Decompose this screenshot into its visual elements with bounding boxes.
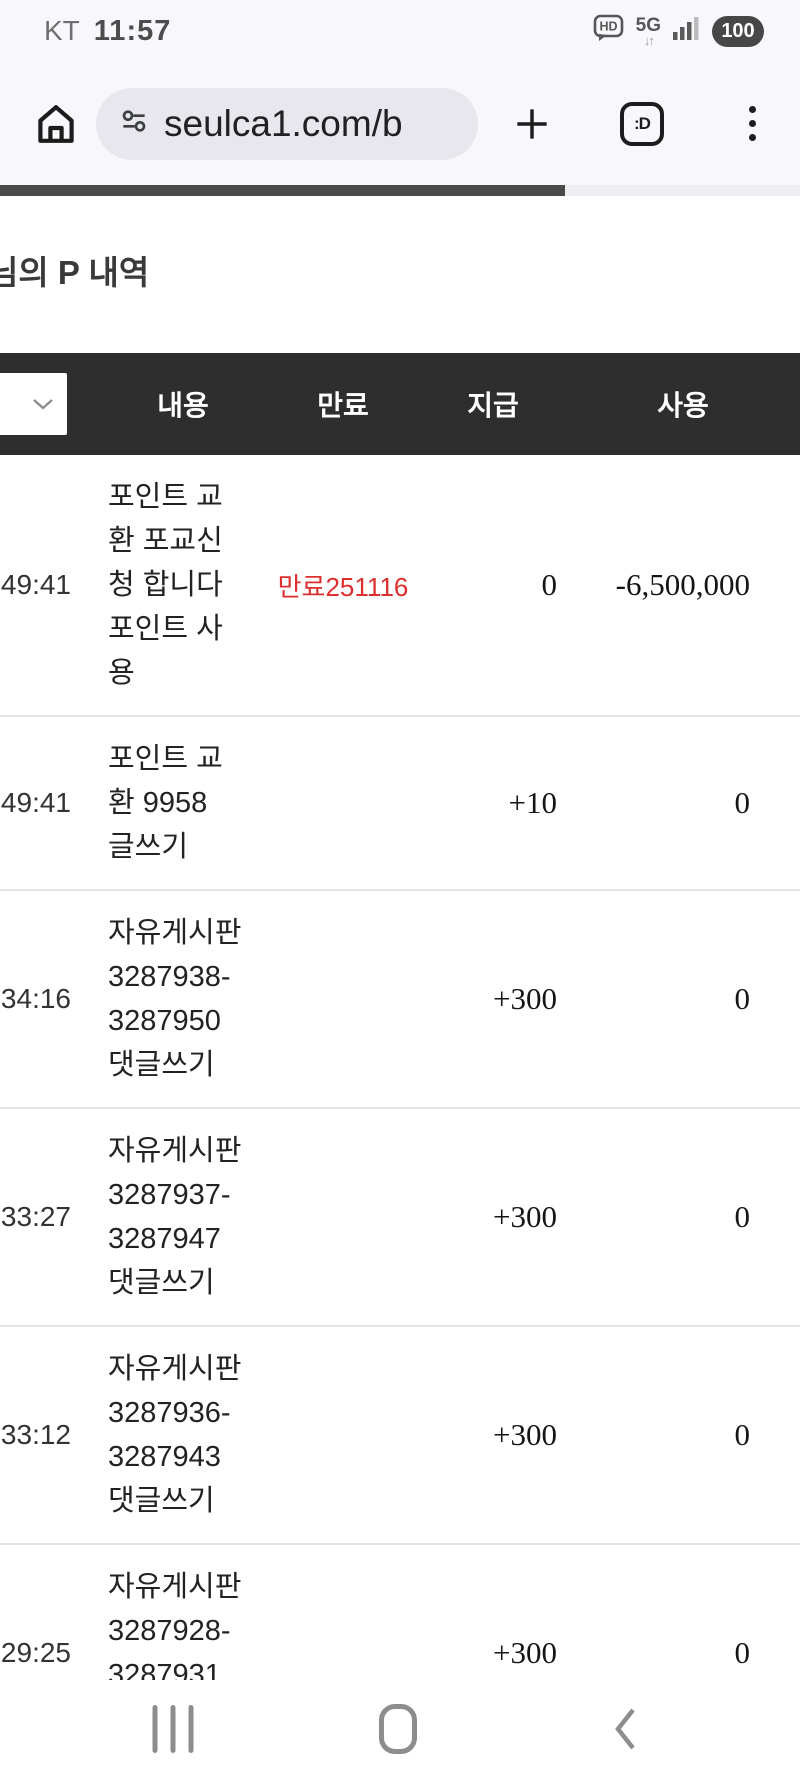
row-use: -6,500,000 bbox=[615, 567, 750, 602]
row-time: 34:16 bbox=[0, 983, 71, 1014]
row-content: 자유게시판 3287937- 3287947 댓글쓰기 bbox=[108, 1135, 242, 1299]
tab-switcher-button[interactable]: :D bbox=[620, 101, 664, 146]
row-content: 포인트 교 환 포교신 청 합니다 포인트 사 용 bbox=[108, 481, 223, 689]
table-row: 34:16 자유게시판 3287938- 3287950 댓글쓰기 +300 0 bbox=[0, 890, 800, 1108]
menu-dot bbox=[748, 106, 756, 113]
signal-strength-icon bbox=[673, 15, 700, 47]
svg-text:HD: HD bbox=[599, 20, 617, 34]
row-expiry: 만료251116 bbox=[277, 571, 409, 602]
row-use: 0 bbox=[734, 785, 751, 820]
browser-menu-button[interactable] bbox=[740, 102, 764, 146]
back-chevron-icon bbox=[615, 1708, 635, 1750]
chevron-down-icon bbox=[33, 399, 53, 410]
page-load-progress-fill bbox=[0, 185, 565, 196]
row-expiry bbox=[258, 890, 428, 1108]
row-use: 0 bbox=[734, 1635, 751, 1670]
page-load-progress-track bbox=[0, 185, 800, 196]
row-time: 33:12 bbox=[0, 1419, 71, 1450]
table-row: 33:12 자유게시판 3287936- 3287943 댓글쓰기 +300 0 bbox=[0, 1326, 800, 1544]
plus-icon bbox=[517, 108, 547, 139]
filter-column-header bbox=[0, 353, 72, 455]
tab-count-label: :D bbox=[634, 113, 651, 133]
browser-home-button[interactable] bbox=[32, 100, 80, 148]
status-icons: HD 5G ↓↑ 100 bbox=[593, 14, 764, 48]
table-row: 49:41 포인트 교 환 9958 글쓰기 +10 0 bbox=[0, 716, 800, 890]
row-time: 49:41 bbox=[0, 569, 71, 600]
status-bar: KT 11:57 HD 5G ↓↑ bbox=[0, 0, 800, 62]
points-history-table: 내용 만료 지급 사용 49:41 포인트 교 환 포교신 청 합니다 포인트 … bbox=[0, 353, 800, 1763]
filter-dropdown[interactable] bbox=[0, 373, 67, 435]
row-grant: +300 bbox=[493, 1199, 557, 1234]
recent-apps-button[interactable] bbox=[152, 1705, 194, 1753]
expiry-column-header: 만료 bbox=[258, 353, 428, 455]
recents-icon bbox=[170, 1705, 176, 1753]
row-time: 29:25 bbox=[0, 1637, 71, 1668]
row-use: 0 bbox=[734, 1417, 751, 1452]
menu-dot bbox=[748, 120, 756, 127]
hd-call-icon: HD bbox=[593, 14, 624, 48]
site-settings-icon[interactable] bbox=[118, 105, 150, 142]
menu-dot bbox=[748, 134, 756, 141]
use-column-header: 사용 bbox=[558, 353, 800, 455]
new-tab-button[interactable] bbox=[510, 102, 554, 146]
status-clock: 11:57 bbox=[93, 14, 172, 47]
battery-percent: 100 bbox=[721, 19, 755, 42]
row-grant: +300 bbox=[493, 981, 557, 1016]
battery-indicator: 100 bbox=[712, 15, 764, 47]
home-icon bbox=[38, 104, 74, 143]
row-use: 0 bbox=[734, 1199, 751, 1234]
table-header-row: 내용 만료 지급 사용 bbox=[0, 353, 800, 455]
android-back-button[interactable] bbox=[611, 1705, 639, 1753]
row-expiry bbox=[258, 1108, 428, 1326]
url-text: seulca1.com/b bbox=[164, 102, 403, 144]
row-content: 포인트 교 환 9958 글쓰기 bbox=[108, 743, 223, 863]
url-address-bar[interactable]: seulca1.com/b bbox=[96, 87, 478, 160]
android-nav-bar bbox=[0, 1680, 800, 1778]
row-grant: 0 bbox=[541, 567, 558, 602]
android-home-button[interactable] bbox=[379, 1704, 417, 1754]
row-content: 자유게시판 3287938- 3287950 댓글쓰기 bbox=[108, 917, 242, 1081]
grant-column-header: 지급 bbox=[428, 353, 558, 455]
row-grant: +10 bbox=[508, 785, 557, 820]
table-row: 49:41 포인트 교 환 포교신 청 합니다 포인트 사 용 만료251116… bbox=[0, 455, 800, 716]
row-time: 49:41 bbox=[0, 787, 71, 818]
browser-toolbar: seulca1.com/b :D bbox=[0, 62, 800, 185]
carrier-label: KT bbox=[44, 15, 80, 46]
row-content: 자유게시판 3287936- 3287943 댓글쓰기 bbox=[108, 1353, 242, 1517]
points-history-table-wrap: 내용 만료 지급 사용 49:41 포인트 교 환 포교신 청 합니다 포인트 … bbox=[0, 353, 800, 1763]
browser-chrome: KT 11:57 HD 5G ↓↑ bbox=[0, 0, 800, 196]
content-column-header: 내용 bbox=[72, 353, 258, 455]
recents-icon bbox=[188, 1705, 194, 1753]
page-title: 님의 P 내역 bbox=[0, 254, 150, 291]
row-use: 0 bbox=[734, 981, 751, 1016]
page-header: 님의 P 내역 bbox=[0, 196, 800, 353]
5g-network-icon: 5G ↓↑ bbox=[635, 14, 661, 48]
row-grant: +300 bbox=[493, 1417, 557, 1452]
row-expiry bbox=[258, 1326, 428, 1544]
row-grant: +300 bbox=[493, 1635, 557, 1670]
recents-icon bbox=[152, 1705, 158, 1753]
row-expiry bbox=[258, 716, 428, 890]
table-row: 33:27 자유게시판 3287937- 3287947 댓글쓰기 +300 0 bbox=[0, 1108, 800, 1326]
row-time: 33:27 bbox=[0, 1201, 71, 1232]
